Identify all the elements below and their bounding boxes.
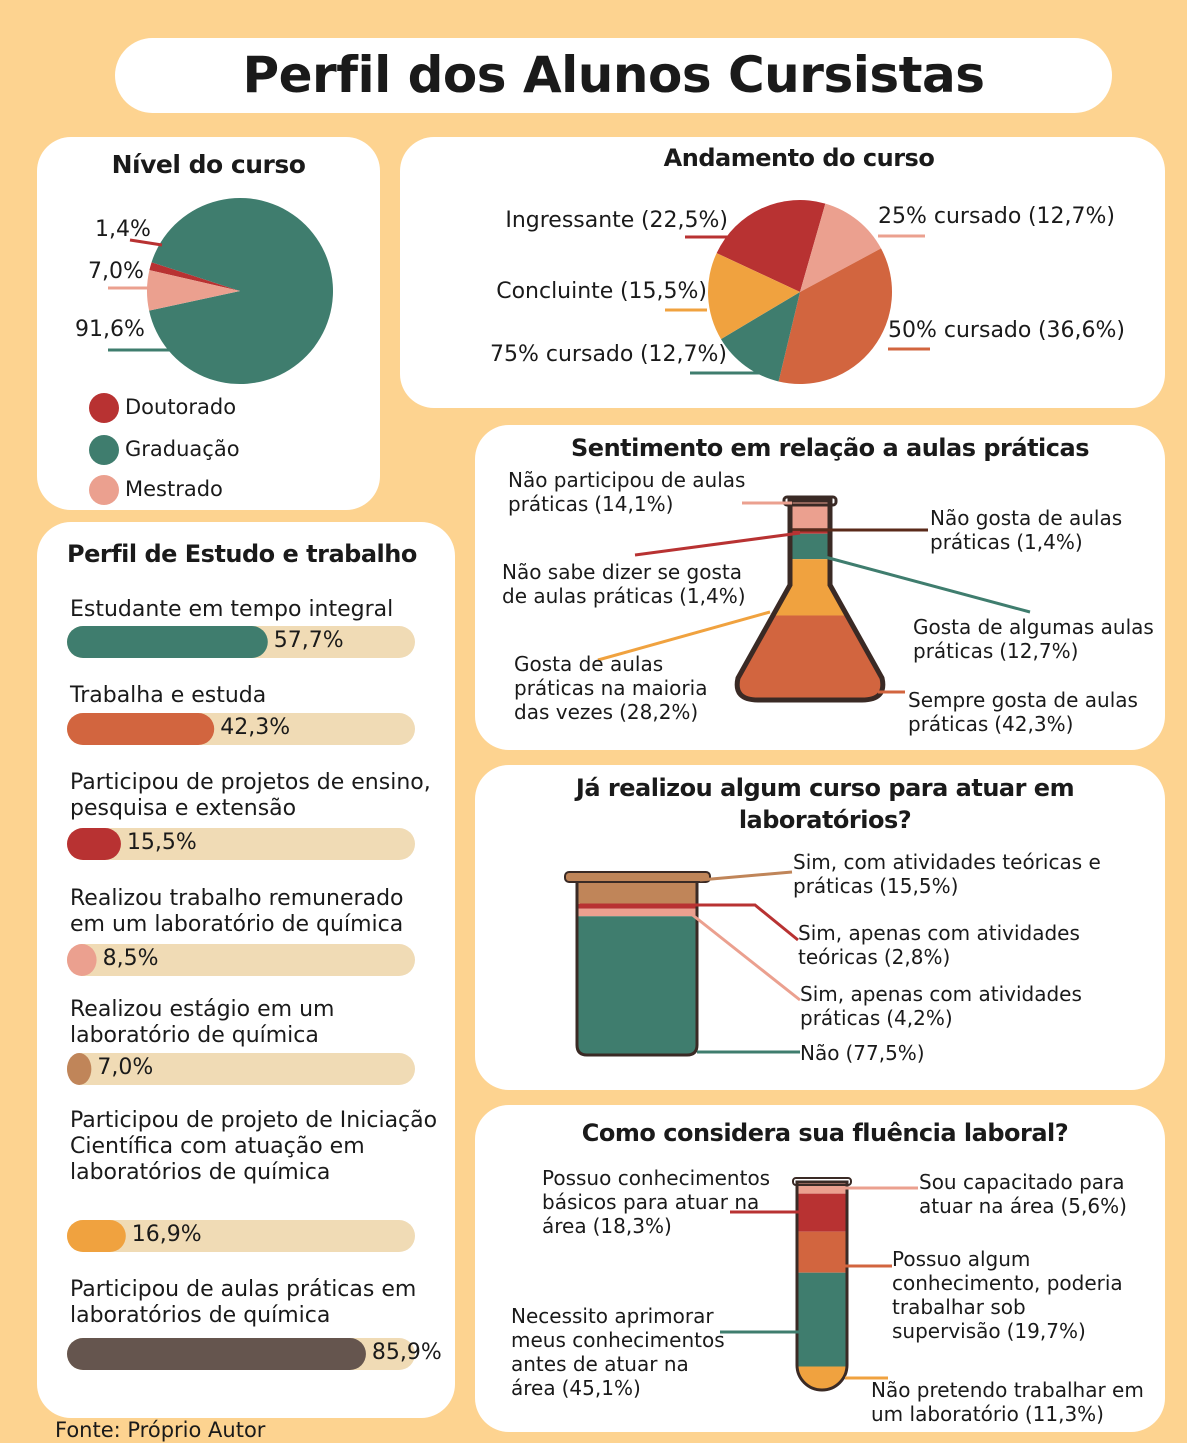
value-label: (1,4%): [679, 584, 745, 608]
value-label: 1,4%: [95, 218, 151, 242]
category-label: 50% cursado: [888, 318, 1031, 343]
bar: [67, 1220, 126, 1252]
legend-swatch: [89, 435, 119, 465]
value-label: (15,5%): [620, 279, 707, 304]
chart-title: Andamento do curso: [400, 142, 1187, 174]
bar-label: Participou de projeto de Iniciação Cient…: [70, 1108, 440, 1186]
chart-title: Perfil de Estudo e trabalho: [67, 538, 485, 570]
data-label: Não pretendo trabalhar em um laboratório…: [871, 1378, 1156, 1426]
data-label: 75% cursado (12,7%): [420, 342, 727, 368]
data-label: Sim, com atividades teóricas e práticas(…: [793, 850, 1133, 898]
bar: [67, 944, 97, 976]
data-label: 25% cursado (12,7%): [878, 204, 1158, 230]
data-label: Sim, apenas com atividades práticas(4,2%…: [800, 982, 1110, 1030]
source: Fonte: Próprio Autor: [55, 1418, 265, 1442]
value-label: (28,2%): [619, 700, 698, 724]
bar-label: Participou de projetos de ensino, pesqui…: [70, 770, 440, 822]
bar-label: Trabalha e estuda: [70, 683, 440, 709]
bar: [67, 713, 214, 745]
leader-line: [825, 557, 1030, 612]
data-label: Sou capacitado para atuar na área(5,6%): [919, 1170, 1159, 1218]
segment: [500, 909, 1000, 917]
legend-label: Mestrado: [125, 477, 223, 501]
value-label: (18,3%): [593, 1214, 672, 1238]
value-label: (22,5%): [641, 208, 728, 233]
value-label: (2,8%): [884, 945, 950, 969]
category-label: 25% cursado: [878, 204, 1021, 229]
segment: [500, 534, 1000, 559]
legend-swatch: [89, 393, 119, 423]
value-label: (1,4%): [1016, 530, 1082, 554]
bar-label: Realizou trabalho remunerado em um labor…: [70, 886, 440, 938]
category-label: 75% cursado: [490, 342, 633, 367]
data-label: Não sabe dizer se gosta de aulas prática…: [502, 560, 764, 608]
legend-swatch: [89, 475, 119, 505]
value-label: (5,6%): [1061, 1194, 1127, 1218]
bar-label: Estudante em tempo integral: [70, 597, 440, 623]
value-label: (45,1%): [562, 1376, 641, 1400]
value-label: (15,5%): [879, 874, 958, 898]
data-label: Gosta de aulas práticas na maioria das v…: [514, 652, 734, 724]
leader-line: [690, 913, 800, 1000]
category-label: Concluinte: [496, 279, 613, 304]
value-label: 15,5%: [127, 831, 197, 855]
bar: [67, 1053, 91, 1085]
page-title: Perfil dos Alunos Cursistas: [115, 40, 1112, 110]
chart-title: Nível do curso: [37, 148, 380, 181]
value-label: 57,7%: [274, 629, 344, 653]
data-label: Possuo conhecimentos básicos para atuar …: [542, 1166, 787, 1238]
value-label: 7,0%: [97, 1056, 153, 1080]
data-label: Ingressante (22,5%): [420, 208, 728, 234]
value-label: (36,6%): [1038, 318, 1125, 343]
value-label: 16,9%: [132, 1223, 202, 1247]
leader-line: [700, 872, 792, 880]
bar-label: Realizou estágio em um laboratório de qu…: [70, 997, 440, 1049]
value-label: (42,3%): [994, 712, 1073, 736]
bar-label: Participou de aulas práticas em laborató…: [70, 1277, 440, 1329]
data-label: Sim, apenas com atividades teóricas(2,8%…: [798, 921, 1108, 969]
value-label: 42,3%: [220, 716, 290, 740]
value-label: 8,5%: [103, 947, 159, 971]
beaker-lip: [565, 872, 710, 882]
data-label: Gosta de algumas aulas práticas(12,7%): [913, 615, 1158, 663]
value-label: (12,7%): [1028, 204, 1115, 229]
data-label: 50% cursado (36,6%): [888, 318, 1168, 344]
infographic: Perfil dos Alunos Cursistas Fonte: Própr…: [0, 0, 1187, 1443]
legend-label: Graduação: [125, 437, 240, 461]
chart-title: Sentimento em relação a aulas práticas: [475, 432, 1185, 464]
value-label: (12,7%): [999, 639, 1078, 663]
data-label: Necessito aprimorar meus conhecimentos a…: [511, 1304, 756, 1400]
value-label: 7,0%: [88, 260, 144, 284]
value-label: (19,7%): [1007, 1319, 1086, 1343]
data-label: Possuo algum conhecimento, poderia traba…: [892, 1247, 1167, 1343]
chart-title: Já realizou algum curso para atuar em la…: [530, 772, 1120, 836]
data-label: Sempre gosta de aulas práticas(42,3%): [908, 688, 1153, 736]
category-label: Ingressante: [505, 208, 634, 233]
bar: [67, 828, 121, 860]
data-label: Não gosta de aulas práticas(1,4%): [930, 506, 1155, 554]
chart-title: Como considera sua fluência laboral?: [475, 1117, 1175, 1149]
data-label: Concluinte (15,5%): [400, 279, 707, 305]
data-label: Não(77,5%): [800, 1041, 1000, 1065]
value-label: (77,5%): [845, 1041, 924, 1065]
value-label: (14,1%): [594, 492, 673, 516]
value-label: 85,9%: [372, 1341, 442, 1365]
value-label: 91,6%: [75, 318, 145, 342]
data-label: Não participou de aulas práticas(14,1%): [508, 468, 748, 516]
bar: [67, 626, 268, 658]
value-label: (11,3%): [1025, 1402, 1104, 1426]
leader-line: [635, 533, 800, 555]
legend-label: Doutorado: [125, 395, 236, 419]
value-label: (12,7%): [640, 342, 727, 367]
bar: [67, 1338, 366, 1370]
category-label: Não: [800, 1041, 839, 1065]
value-label: (4,2%): [886, 1006, 952, 1030]
